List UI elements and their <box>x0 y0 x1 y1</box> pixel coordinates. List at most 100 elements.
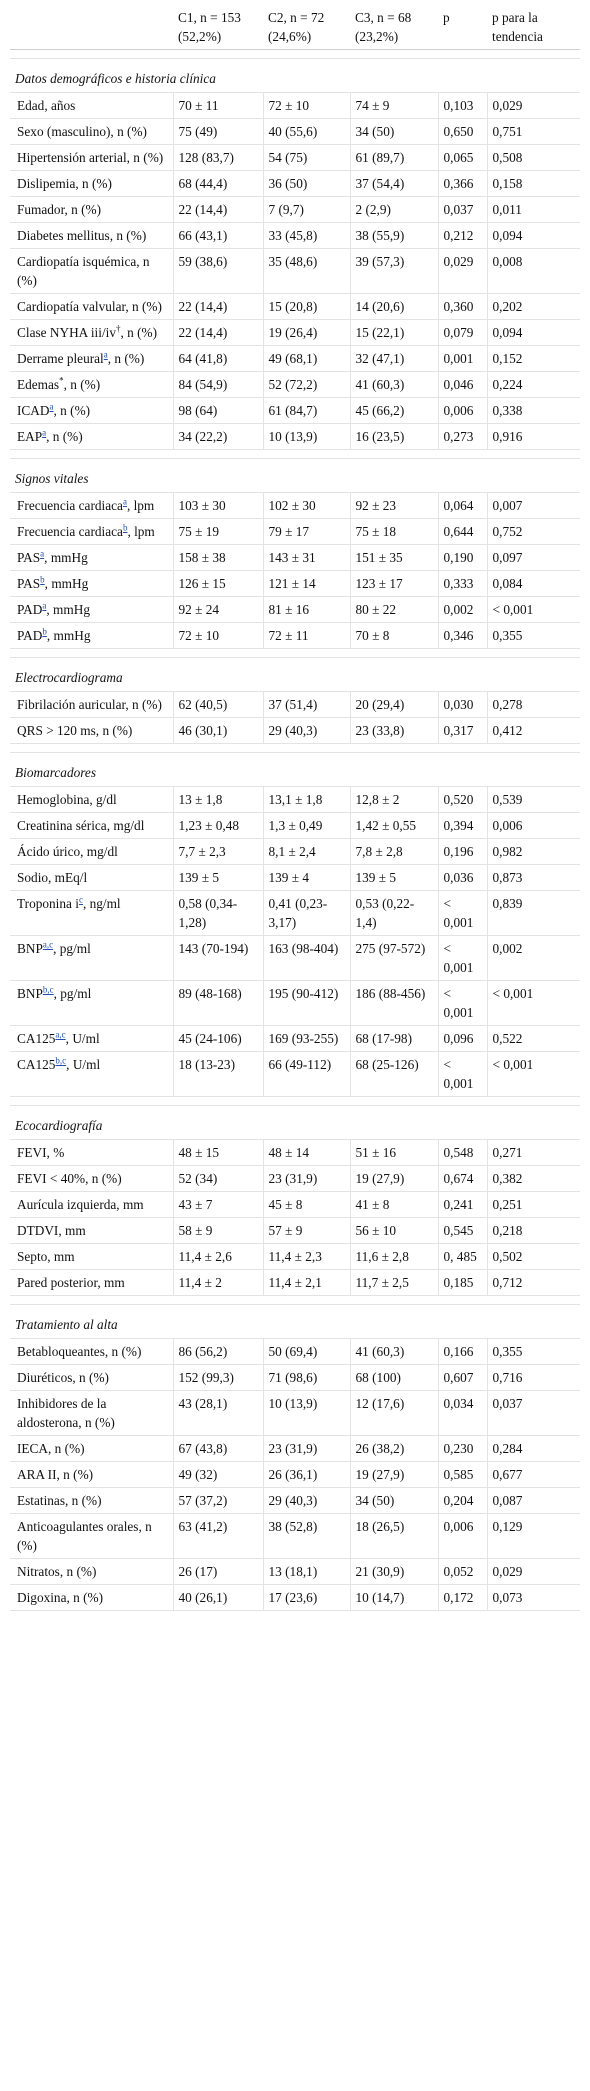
section-title: Signos vitales <box>10 458 580 493</box>
table-cell: 0,029 <box>486 1558 580 1585</box>
table-cell: 0,065 <box>437 144 487 171</box>
table-cell: 0,548 <box>437 1139 487 1166</box>
table-row: FEVI < 40%, n (%) 52 (34) 23 (31,9) 19 (27,… <box>10 1165 580 1192</box>
table-cell: 0,650 <box>437 118 487 145</box>
table-cell: 18 (26,5) <box>349 1513 438 1559</box>
table-row: Diabetes mellitus, n (%) 66 (43,1) 33 (45,… <box>10 222 580 249</box>
table-cell: 195 (90-412) <box>262 980 350 1026</box>
table-cell: 0,674 <box>437 1165 487 1192</box>
footnote-link[interactable]: a <box>42 427 47 438</box>
table-cell: 0,522 <box>486 1025 580 1052</box>
table-cell: 39 (57,3) <box>349 248 438 294</box>
footnote-link[interactable]: c <box>78 894 83 905</box>
table-cell: 23 (31,9) <box>262 1435 350 1462</box>
row-label-text: Digoxina, n (%) <box>17 1590 104 1605</box>
table-row: Fibrilación auricular, n (%) 62 (40,5) 37 … <box>10 691 580 718</box>
table-cell: 75 ± 19 <box>172 518 263 545</box>
table-cell: 0,096 <box>437 1025 487 1052</box>
table-cell: 0,006 <box>486 812 580 839</box>
row-label-text: EAP <box>17 429 43 444</box>
column-header <box>10 5 173 50</box>
footnote-link[interactable]: a <box>40 548 45 559</box>
table-cell: 64 (41,8) <box>172 345 263 372</box>
row-label-suffix: , n (%) <box>53 403 91 418</box>
table-cell: 0,382 <box>486 1165 580 1192</box>
table-cell: 0,046 <box>437 371 487 398</box>
section-header-row: Ecocardiografía <box>10 1105 580 1140</box>
table-cell: 0,029 <box>486 92 580 119</box>
row-label: ARA II, n (%) <box>10 1461 173 1488</box>
footnote-link[interactable]: b <box>122 522 128 533</box>
table-cell: 0,037 <box>437 196 487 223</box>
table-cell: 121 ± 14 <box>262 570 350 597</box>
table-cell: 0,064 <box>437 492 487 519</box>
section-header-row: Datos demográficos e historia clínica <box>10 58 580 93</box>
table-cell: 0,002 <box>486 935 580 981</box>
row-label-text: ARA II, n (%) <box>17 1467 94 1482</box>
row-label-text: Frecuencia cardiaca <box>17 524 123 539</box>
row-label: Nitratos, n (%) <box>10 1558 173 1585</box>
row-label: Edad, años <box>10 92 173 119</box>
footnote-link[interactable]: b,c <box>55 1055 67 1066</box>
table-cell: 186 (88-456) <box>349 980 438 1026</box>
table-cell: 15 (22,1) <box>349 319 438 346</box>
table-cell: 49 (32) <box>172 1461 263 1488</box>
table-cell: 14 (20,6) <box>349 293 438 320</box>
table-cell: 50 (69,4) <box>262 1338 350 1365</box>
table-cell: 0,545 <box>437 1217 487 1244</box>
footnote-link[interactable]: a,c <box>55 1029 66 1040</box>
table-cell: 41 (60,3) <box>349 1338 438 1365</box>
footnote-link[interactable]: a <box>42 600 47 611</box>
footnote-link[interactable]: a <box>103 349 108 360</box>
table-cell: 71 (98,6) <box>262 1364 350 1391</box>
footnote-link[interactable]: a <box>122 496 127 507</box>
table-row: Septo, mm 11,4 ± 2,6 11,4 ± 2,3 11,6 ± 2,8 0… <box>10 1243 580 1270</box>
table-cell: 0,094 <box>486 222 580 249</box>
footnote-link[interactable]: a,c <box>42 939 54 950</box>
table-cell: 17 (23,6) <box>262 1584 350 1611</box>
footnote-marker: † <box>116 323 121 334</box>
table-cell: 0,502 <box>486 1243 580 1270</box>
table-row: IECA, n (%) 67 (43,8) 23 (31,9) 26 (38,2) 0,… <box>10 1435 580 1462</box>
table-cell: 0,129 <box>486 1513 580 1559</box>
table-row: Anticoagulantes orales, n (%) 63 (41,2) 38… <box>10 1513 580 1559</box>
row-label: Dislipemia, n (%) <box>10 170 173 197</box>
table-cell: 11,7 ± 2,5 <box>349 1269 438 1296</box>
row-label: EAPa, n (%) <box>10 423 173 450</box>
row-label-suffix: , mmHg <box>46 602 90 617</box>
table-cell: 48 ± 15 <box>172 1139 263 1166</box>
row-label: QRS > 120 ms, n (%) <box>10 717 173 744</box>
row-label-text: Estatinas, n (%) <box>17 1493 102 1508</box>
table-row: Betabloqueantes, n (%) 86 (56,2) 50 (69,4)… <box>10 1338 580 1365</box>
section-spacer <box>10 1296 580 1305</box>
table-cell: 0,278 <box>486 691 580 718</box>
table-cell: 0,982 <box>486 838 580 865</box>
table-cell: 0,916 <box>486 423 580 450</box>
table-cell: < 0,001 <box>437 980 487 1026</box>
table-cell: 68 (25-126) <box>349 1051 438 1097</box>
table-cell: < 0,001 <box>486 1051 580 1097</box>
row-label-text: Cardiopatía valvular, n (%) <box>17 299 162 314</box>
table-cell: 126 ± 15 <box>172 570 263 597</box>
table-cell: 66 (43,1) <box>172 222 263 249</box>
table-cell: 10 (14,7) <box>349 1584 438 1611</box>
table-cell: 68 (100) <box>349 1364 438 1391</box>
table-cell: 0,007 <box>486 492 580 519</box>
table-cell: 0,520 <box>437 786 487 813</box>
table-row: FEVI, % 48 ± 15 48 ± 14 51 ± 16 0,548 0,271 <box>10 1139 580 1166</box>
row-label: Fumador, n (%) <box>10 196 173 223</box>
row-label-text: BNP <box>17 986 43 1001</box>
row-label: PADb, mmHg <box>10 622 173 649</box>
footnote-link[interactable]: b <box>40 574 45 585</box>
table-cell: 16 (23,5) <box>349 423 438 450</box>
row-label: Estatinas, n (%) <box>10 1487 173 1514</box>
footnote-link[interactable]: a <box>49 401 54 412</box>
table-cell: 0,712 <box>486 1269 580 1296</box>
table-row: Sodio, mEq/l 139 ± 5 139 ± 4 139 ± 5 0,036 0,… <box>10 864 580 891</box>
row-label-text: Nitratos, n (%) <box>17 1564 97 1579</box>
row-label: Pared posterior, mm <box>10 1269 173 1296</box>
footnote-link[interactable]: b <box>42 626 47 637</box>
table-row: Cardiopatía valvular, n (%) 22 (14,4) 15 (… <box>10 293 580 320</box>
footnote-link[interactable]: b,c <box>42 984 54 995</box>
table-cell: 0,152 <box>486 345 580 372</box>
